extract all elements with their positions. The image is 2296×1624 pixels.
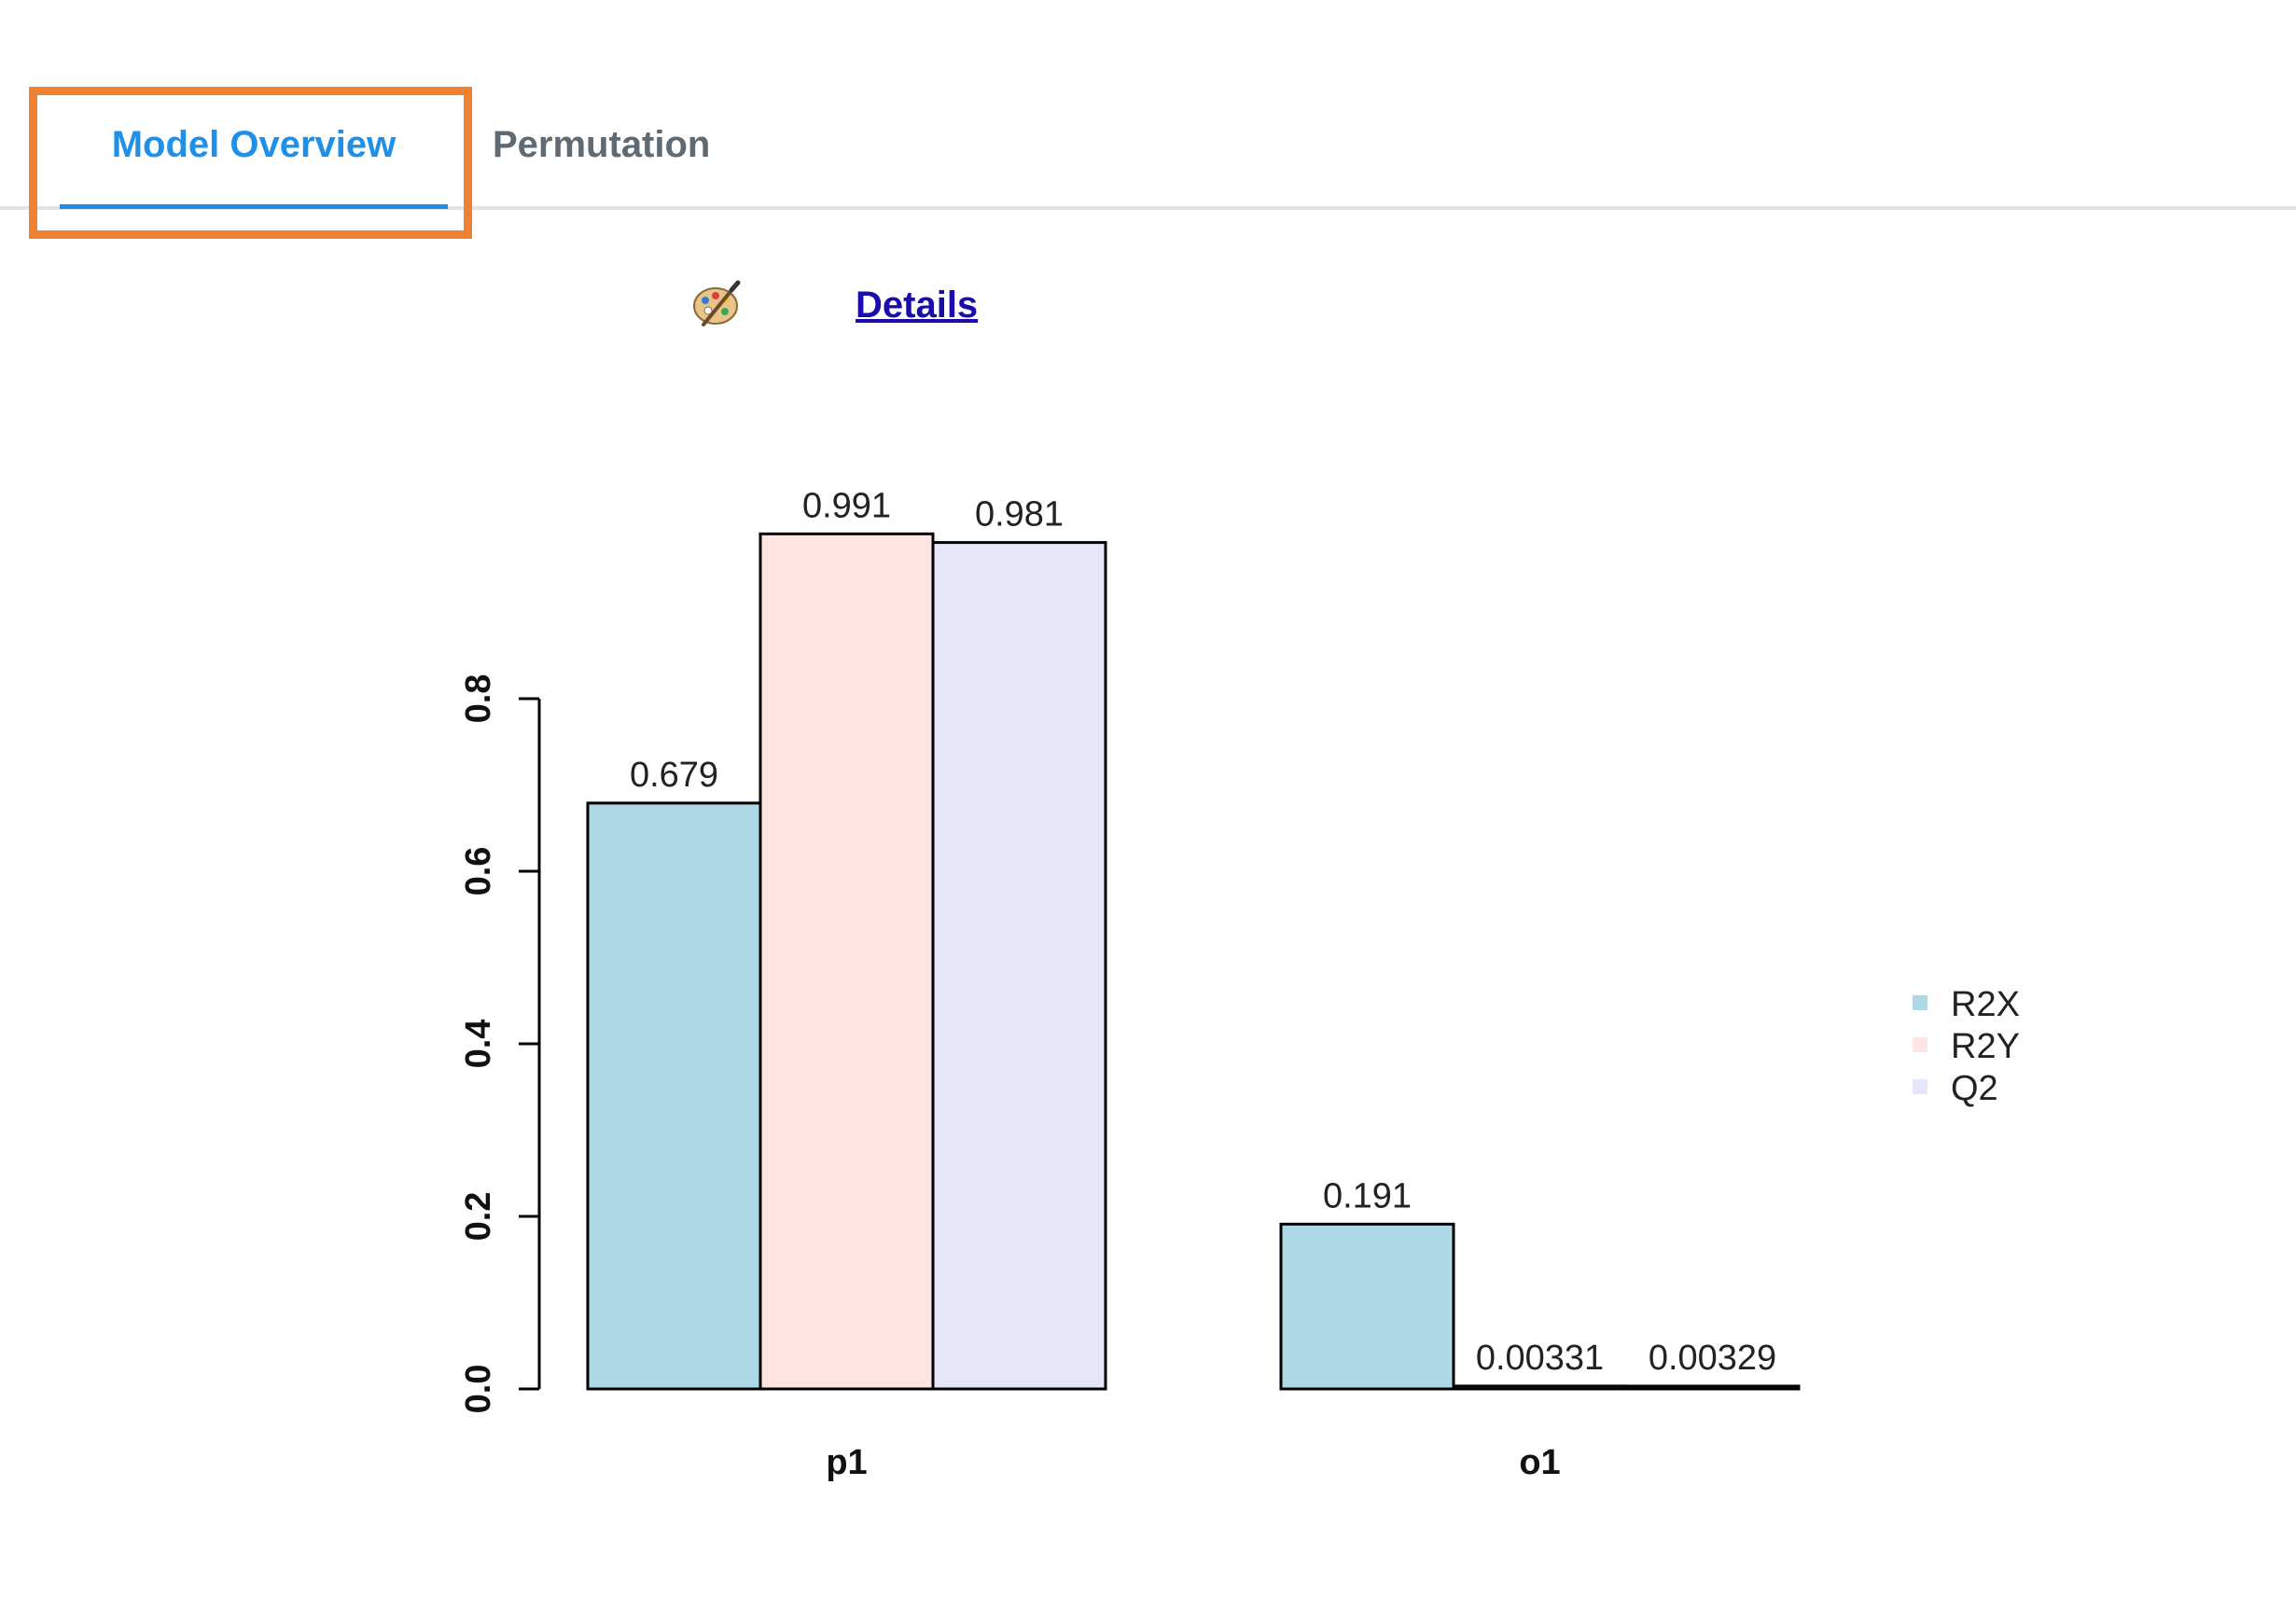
palette-icon[interactable] bbox=[690, 278, 743, 330]
y-tick-label: 0.0 bbox=[459, 1365, 498, 1414]
bar-q2-p1 bbox=[931, 541, 1107, 1391]
y-tick-label: 0.4 bbox=[459, 1020, 498, 1069]
y-tick-label: 0.8 bbox=[459, 674, 498, 724]
legend-swatch-q2 bbox=[1913, 1079, 1927, 1094]
x-category-label: o1 bbox=[1519, 1443, 1560, 1482]
details-link[interactable]: Details bbox=[856, 285, 979, 326]
tab-bar-divider bbox=[0, 206, 2296, 210]
data-label: 0.991 bbox=[802, 486, 891, 525]
data-label: 0.00331 bbox=[1476, 1339, 1604, 1378]
x-category-label: p1 bbox=[826, 1443, 867, 1482]
y-tick-label: 0.6 bbox=[459, 847, 498, 896]
bar-q2-o1 bbox=[1624, 1384, 1801, 1391]
bar-r2y-p1 bbox=[758, 532, 935, 1391]
data-label: 0.191 bbox=[1323, 1176, 1412, 1215]
y-tick-label: 0.2 bbox=[459, 1192, 498, 1242]
data-label: 0.981 bbox=[975, 495, 1064, 534]
tab-model-overview[interactable]: Model Overview bbox=[111, 124, 397, 165]
legend-swatch-r2x bbox=[1913, 995, 1927, 1010]
bar-r2x-o1 bbox=[1279, 1222, 1455, 1391]
legend-label: Q2 bbox=[1951, 1069, 1998, 1108]
bar-r2x-p1 bbox=[586, 801, 762, 1391]
legend-label: R2Y bbox=[1951, 1027, 2020, 1066]
legend-label: R2X bbox=[1951, 985, 2020, 1024]
data-label: 0.679 bbox=[630, 756, 718, 795]
bar-r2y-o1 bbox=[1452, 1384, 1628, 1391]
legend-swatch-r2y bbox=[1913, 1037, 1927, 1052]
data-label: 0.00329 bbox=[1649, 1339, 1776, 1378]
tab-permutation[interactable]: Permutation bbox=[493, 124, 711, 165]
tab-active-indicator bbox=[60, 204, 448, 209]
